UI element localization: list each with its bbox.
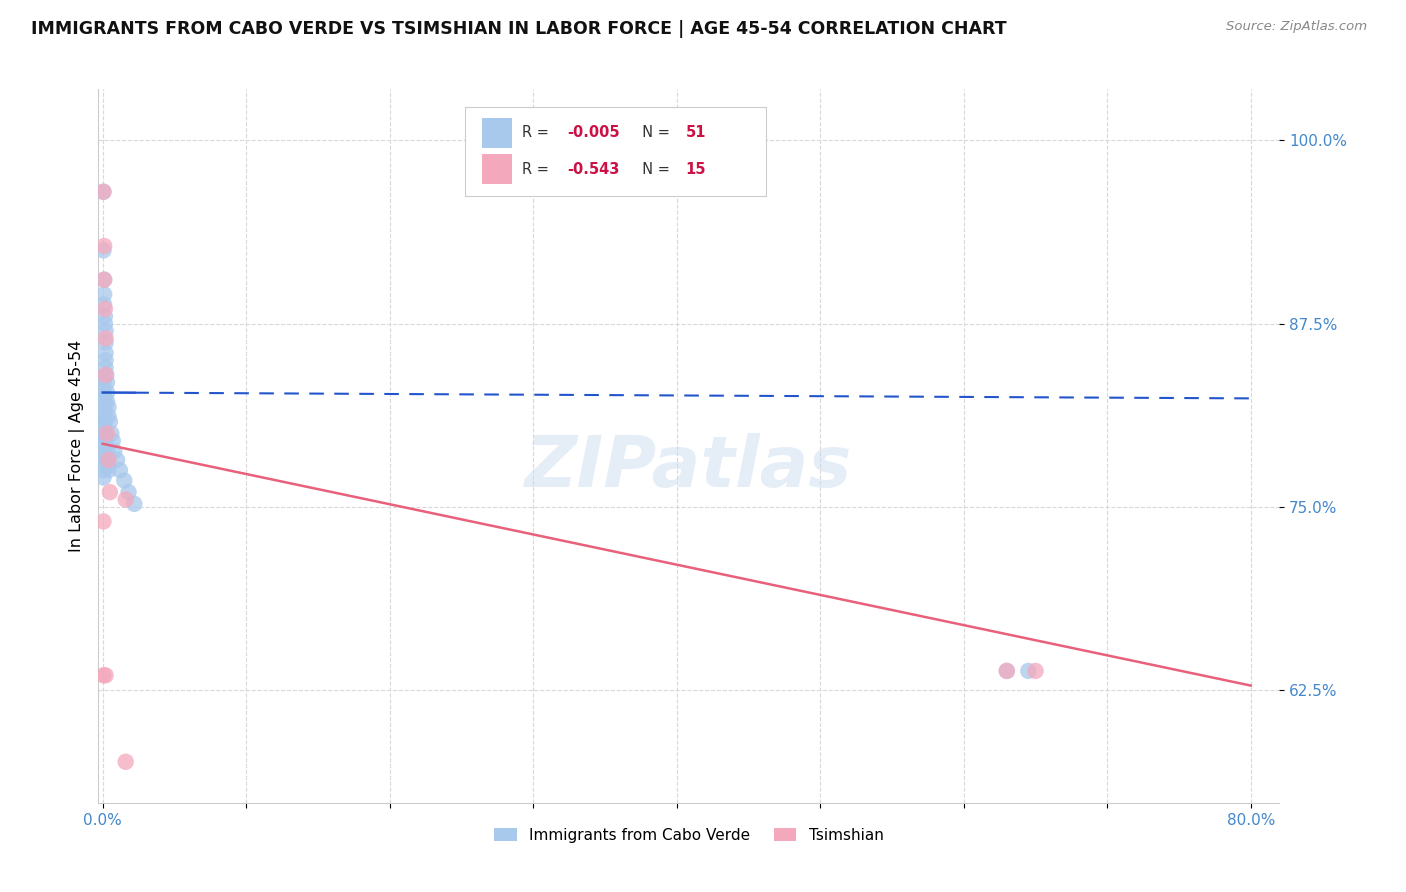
Point (96, 453, 118, 467)
Text: N =: N = (634, 125, 675, 140)
Point (100, 426, 122, 441)
Point (114, 492, 136, 507)
Point (93, 400, 115, 414)
Point (94, 360, 117, 375)
Point (94, 331, 117, 345)
Point (93, 415, 115, 429)
Point (97, 463, 120, 477)
Point (114, 755, 136, 769)
Point (108, 463, 131, 477)
Point (117, 485, 139, 500)
Point (94, 335, 117, 350)
Point (94, 346, 117, 360)
Point (1017, 664, 1039, 678)
Point (93, 456, 115, 470)
Point (93, 287, 115, 301)
Bar (482, 118, 512, 148)
Point (93, 390, 115, 404)
Point (96, 376, 118, 390)
Point (93, 441, 115, 455)
Legend: Immigrants from Cabo Verde, Tsimshian: Immigrants from Cabo Verde, Tsimshian (488, 822, 890, 848)
Text: -0.005: -0.005 (567, 125, 620, 140)
Point (94, 415, 117, 429)
Point (93, 409, 115, 423)
FancyBboxPatch shape (464, 107, 766, 196)
Point (93, 668, 115, 682)
Point (97, 409, 120, 423)
Point (94, 426, 117, 441)
Point (93, 185, 115, 199)
Point (97, 453, 120, 467)
Point (93, 426, 115, 441)
Text: N =: N = (634, 161, 675, 177)
Point (93, 297, 115, 311)
Point (101, 434, 124, 448)
Text: 51: 51 (685, 125, 706, 140)
Point (93, 239, 115, 253)
Point (93, 383, 115, 397)
Point (93, 470, 115, 484)
Point (96, 426, 118, 441)
Point (94, 310, 117, 324)
Text: -0.543: -0.543 (567, 161, 620, 177)
Point (93, 273, 115, 287)
Text: Source: ZipAtlas.com: Source: ZipAtlas.com (1226, 20, 1367, 33)
Bar (482, 154, 512, 184)
Point (93, 463, 115, 477)
Point (105, 453, 128, 467)
Point (94, 324, 117, 338)
Text: ZIPatlas: ZIPatlas (526, 433, 852, 502)
Point (93, 449, 115, 463)
Text: R =: R = (523, 161, 554, 177)
Y-axis label: In Labor Force | Age 45-54: In Labor Force | Age 45-54 (69, 340, 84, 552)
Text: 15: 15 (685, 161, 706, 177)
Point (97, 400, 120, 414)
Point (103, 444, 125, 458)
Point (93, 244, 115, 258)
Point (94, 368, 117, 382)
Point (93, 273, 115, 287)
Point (94, 301, 117, 316)
Point (97, 458, 120, 473)
Text: R =: R = (523, 125, 554, 140)
Point (94, 434, 117, 448)
Point (96, 444, 118, 458)
Point (98, 485, 121, 500)
Point (93, 185, 115, 199)
Point (112, 474, 135, 488)
Point (93, 434, 115, 448)
Point (96, 385, 118, 400)
Point (98, 415, 121, 429)
Point (94, 353, 117, 368)
Text: IMMIGRANTS FROM CABO VERDE VS TSIMSHIAN IN LABOR FORCE | AGE 45-54 CORRELATION C: IMMIGRANTS FROM CABO VERDE VS TSIMSHIAN … (31, 20, 1007, 37)
Point (93, 515, 115, 529)
Point (96, 368, 118, 382)
Point (93, 376, 115, 390)
Point (93, 394, 115, 409)
Point (1024, 664, 1046, 678)
Point (995, 664, 1018, 678)
Point (96, 394, 118, 409)
Point (94, 317, 117, 331)
Point (124, 497, 146, 511)
Point (93, 409, 115, 423)
Point (995, 664, 1018, 678)
Point (94, 668, 117, 682)
